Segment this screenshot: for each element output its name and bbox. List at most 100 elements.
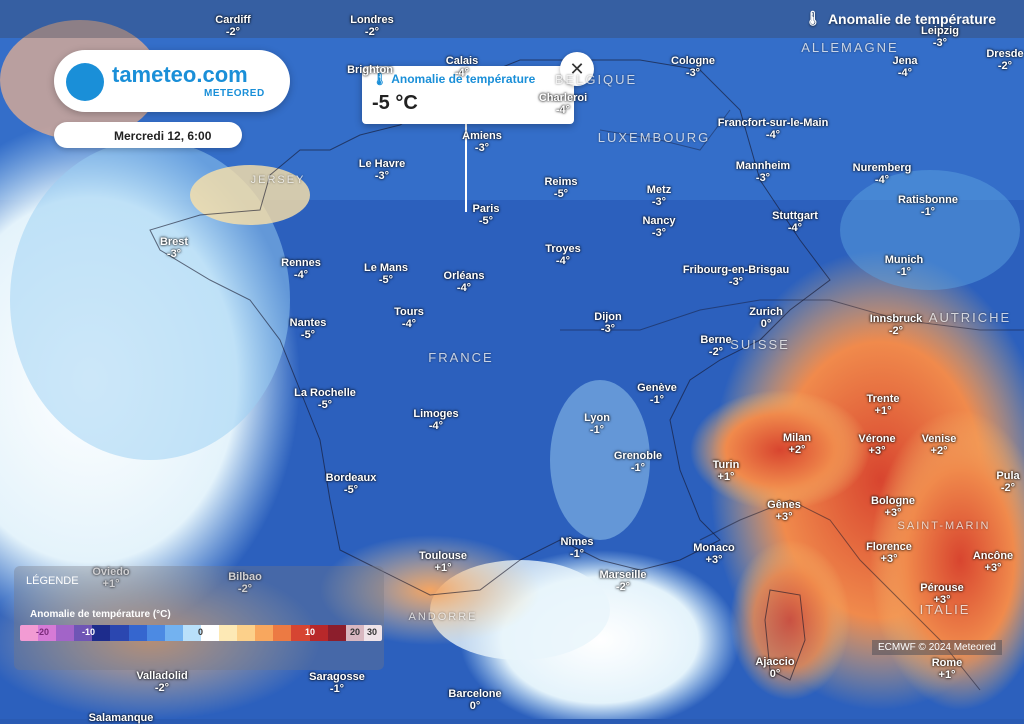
city-label[interactable]: Vérone +3° (858, 433, 895, 457)
legend-swatch (291, 625, 310, 641)
brand-logo[interactable]: tameteo.com METEORED (54, 50, 290, 112)
city-anomaly-value: -2° (154, 682, 170, 694)
city-label[interactable]: Brest -3° (160, 236, 188, 260)
city-label[interactable]: Leipzig -3° (921, 25, 959, 49)
city-label[interactable]: Pula -2° (996, 470, 1019, 494)
city-label[interactable]: Oviedo +1° (92, 566, 129, 590)
city-label[interactable]: Ancône +3° (973, 550, 1013, 574)
city-label[interactable]: Tours -4° (394, 306, 424, 330)
legend-color-scale (20, 625, 382, 641)
city-label[interactable]: Munich -1° (885, 254, 924, 278)
city-label[interactable]: Barcelone 0° (448, 688, 501, 712)
city-label[interactable]: Dresde -2° (986, 48, 1023, 72)
city-label[interactable]: Mannheim -3° (736, 160, 790, 184)
city-label[interactable]: La Rochelle -5° (294, 387, 356, 411)
city-label[interactable]: Cologne -3° (671, 55, 715, 79)
city-label[interactable]: Milan +2° (783, 432, 811, 456)
city-name: Saragosse (309, 671, 365, 683)
city-label[interactable]: Bilbao -2° (228, 571, 262, 595)
city-label[interactable]: Fribourg-en-Brisgau -3° (683, 264, 789, 288)
city-anomaly-value: -5° (343, 484, 359, 496)
close-icon[interactable]: ✕ (560, 52, 594, 86)
legend-subtitle: Anomalie de température (°C) (30, 609, 171, 620)
city-label[interactable]: Francfort-sur-le-Main -4° (718, 117, 829, 141)
city-label[interactable]: Nîmes -1° (560, 536, 593, 560)
city-name: Brest (159, 236, 189, 248)
city-label[interactable]: Stuttgart -4° (772, 210, 818, 234)
city-label[interactable]: Jena -4° (892, 55, 917, 79)
city-anomaly-value: -3° (474, 142, 490, 154)
city-label[interactable]: Ajaccio 0° (755, 656, 794, 680)
city-label[interactable]: Dijon -3° (594, 311, 622, 335)
city-name: Florence (866, 541, 912, 553)
city-label[interactable]: Le Havre -3° (359, 158, 405, 182)
city-name: Troyes (545, 243, 581, 255)
city-label[interactable]: Innsbruck -2° (870, 313, 923, 337)
city-label[interactable]: Bologne +3° (871, 495, 915, 519)
city-name: Dresde (986, 48, 1024, 60)
city-label[interactable]: Ratisbonne -1° (898, 194, 958, 218)
date-text: Mercredi 12, 6:00 (114, 129, 212, 143)
city-label[interactable]: Nuremberg -4° (853, 162, 912, 186)
city-label[interactable]: Toulouse +1° (419, 550, 467, 574)
city-label[interactable]: Florence +3° (866, 541, 912, 565)
city-label[interactable]: Rome +1° (932, 657, 963, 681)
city-anomaly-value: +3° (868, 445, 886, 457)
city-anomaly-value: -2° (364, 26, 380, 38)
city-label[interactable]: Amiens -3° (462, 130, 502, 154)
city-anomaly-value: -2° (1000, 482, 1016, 494)
city-label[interactable]: Metz -3° (647, 184, 671, 208)
city-label[interactable]: Valladolid -2° (136, 670, 187, 694)
city-label[interactable]: Grenoble -1° (614, 450, 662, 474)
city-label[interactable]: Limoges -4° (413, 408, 458, 432)
city-label[interactable]: Lyon -1° (584, 412, 610, 436)
city-label[interactable]: Reims -5° (544, 176, 577, 200)
city-label[interactable]: Orléans -4° (444, 270, 485, 294)
map-credit: ECMWF © 2024 Meteored (872, 640, 1002, 655)
layer-title-text: Anomalie de température (827, 10, 996, 27)
city-label[interactable]: Londres -2° (350, 14, 393, 38)
city-label[interactable]: Le Mans -5° (364, 262, 408, 286)
city-name: Nîmes (560, 536, 594, 548)
city-name: La Rochelle (294, 387, 356, 399)
city-label[interactable]: Nancy -3° (642, 215, 675, 239)
city-name: Bordeaux (325, 472, 377, 484)
city-label[interactable]: Nantes -5° (290, 317, 327, 341)
city-label[interactable]: Troyes -4° (545, 243, 580, 267)
forecast-date: Mercredi 12, 6:00 (54, 122, 242, 148)
city-label[interactable]: Paris -5° (473, 203, 500, 227)
city-label[interactable]: Saragosse -1° (309, 671, 365, 695)
city-label[interactable]: Monaco +3° (693, 542, 735, 566)
legend-swatch (345, 625, 364, 641)
legend-label: -20 (36, 627, 50, 637)
city-anomaly-value: +2° (788, 444, 806, 456)
legend-swatch (237, 625, 256, 641)
city-label[interactable]: Venise +2° (922, 433, 957, 457)
city-name: Valladolid (136, 670, 188, 682)
city-label[interactable]: Gênes +3° (767, 499, 801, 523)
country-label: SAINT-MARIN (897, 520, 991, 532)
city-name: Amiens (462, 130, 502, 142)
city-label[interactable]: Trente +1° (866, 393, 899, 417)
city-name: Francfort-sur-le-Main (717, 117, 829, 129)
cloud-logo-icon (66, 63, 104, 101)
city-anomaly-value: 0° (769, 668, 781, 680)
city-anomaly-value: -1° (649, 394, 665, 406)
city-label[interactable]: Rennes -4° (281, 257, 321, 281)
city-label[interactable]: Pérouse +3° (920, 582, 963, 606)
city-label[interactable]: Turin +1° (713, 459, 740, 483)
city-name: Reims (544, 176, 578, 188)
city-name: Genève (637, 382, 677, 394)
city-label[interactable]: Charleroi -4° (539, 92, 587, 116)
city-label[interactable]: Calais -4° (446, 55, 478, 79)
city-label[interactable]: Bordeaux -5° (326, 472, 377, 496)
city-label[interactable]: Salamanque (89, 712, 154, 724)
city-label[interactable]: Brighton (347, 64, 393, 76)
city-label[interactable]: Genève -1° (637, 382, 677, 406)
city-label[interactable]: Zurich 0° (749, 306, 783, 330)
legend-swatch (74, 625, 93, 641)
legend-label: -10 (82, 627, 96, 637)
city-label[interactable]: Cardiff -2° (215, 14, 250, 38)
city-label[interactable]: Berne -2° (700, 334, 731, 358)
city-label[interactable]: Marseille -2° (599, 569, 646, 593)
